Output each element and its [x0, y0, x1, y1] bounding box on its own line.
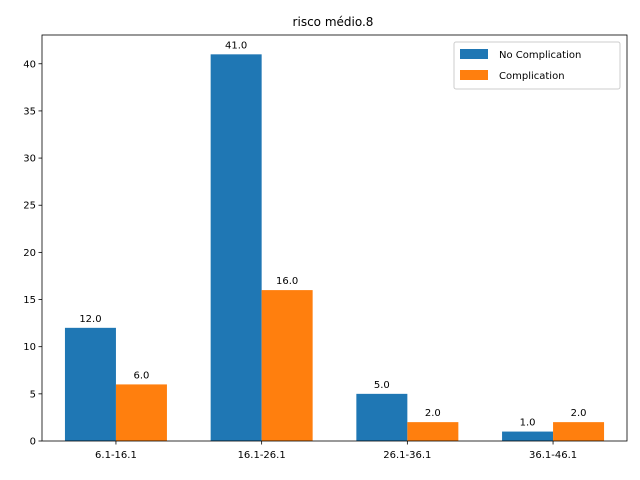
x-tick-label: 26.1-36.1	[383, 450, 431, 461]
bar-no-complication-26.1-36.1	[356, 393, 408, 441]
bar-complication-6.1-16.1	[115, 384, 167, 441]
y-tick-label: 15	[23, 295, 36, 306]
data-label: 6.0	[133, 370, 149, 381]
data-label: 5.0	[374, 380, 390, 391]
axes-frame	[41, 34, 628, 442]
bar-complication-26.1-36.1	[407, 422, 459, 441]
legend-entry: Complication	[499, 71, 565, 82]
y-tick-label: 35	[23, 106, 36, 117]
y-tick-label: 0	[30, 437, 36, 448]
plot-area: 12.0 41.0 5.0 1.0 6.0 16.0 2.0 2.0 0 5 10 15 20 25 30 3…	[23, 34, 628, 461]
y-tick-label: 25	[23, 201, 36, 212]
legend: No Complication Complication	[453, 41, 621, 90]
y-tick-label: 10	[23, 342, 36, 353]
legend-box	[453, 41, 621, 90]
data-label: 1.0	[520, 418, 536, 429]
y-tick-label: 40	[23, 59, 36, 70]
y-tick-label: 20	[23, 248, 36, 259]
x-tick-label: 36.1-46.1	[529, 450, 577, 461]
x-tick-label: 6.1-16.1	[95, 450, 137, 461]
data-label: 12.0	[79, 314, 101, 325]
y-tick-label: 30	[23, 154, 36, 165]
legend-swatch	[460, 49, 488, 59]
data-label: 16.0	[276, 276, 298, 287]
bar-no-complication-16.1-26.1	[210, 54, 262, 441]
bar-complication-16.1-26.1	[261, 290, 313, 441]
legend-swatch	[460, 70, 488, 80]
data-label: 41.0	[225, 40, 247, 51]
bar-no-complication-36.1-46.1	[502, 431, 554, 441]
bar-complication-36.1-46.1	[553, 422, 605, 441]
data-label: 2.0	[571, 408, 587, 419]
bar-no-complication-6.1-16.1	[64, 327, 116, 441]
legend-entry: No Complication	[499, 50, 581, 61]
chart-title: risco médio.8	[293, 15, 374, 29]
y-tick-label: 5	[30, 389, 36, 400]
x-tick-label: 16.1-26.1	[238, 450, 286, 461]
data-label: 2.0	[425, 408, 441, 419]
